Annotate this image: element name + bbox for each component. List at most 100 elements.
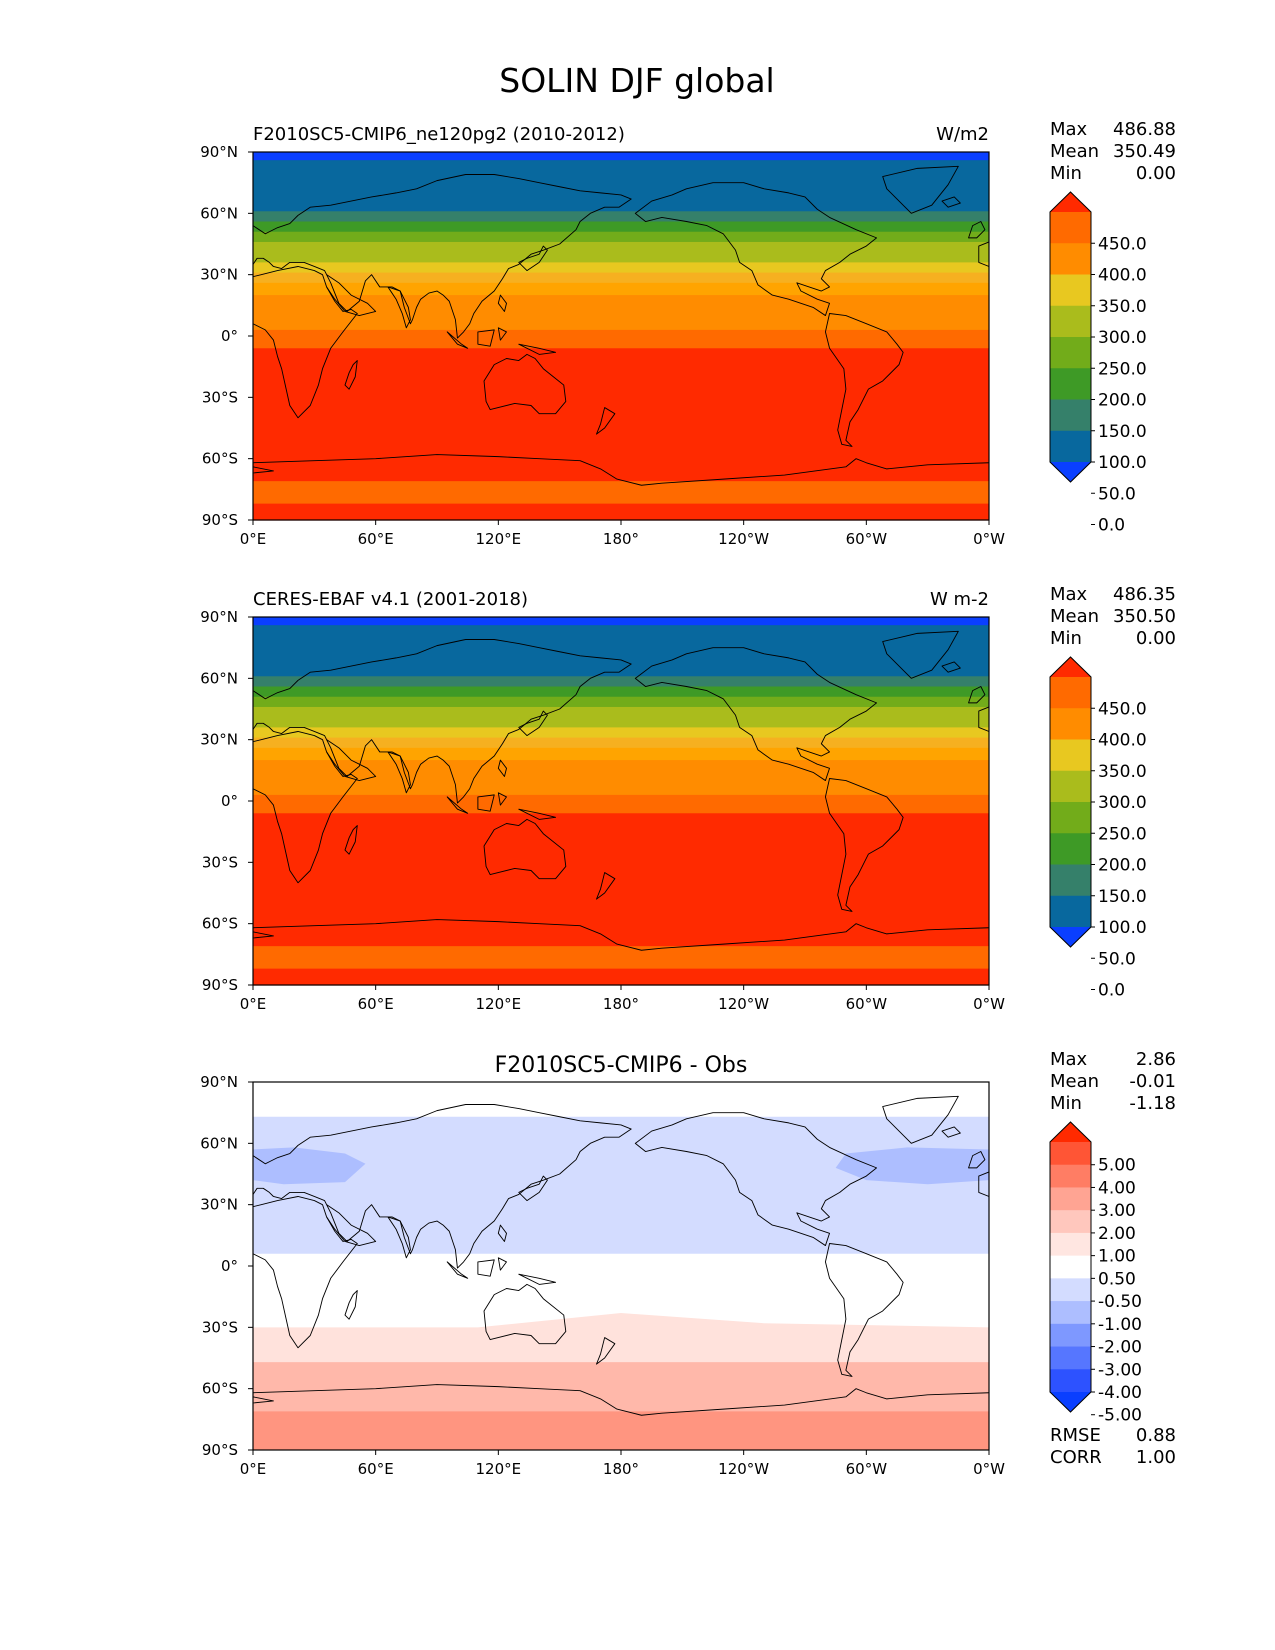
figure-title: SOLIN DJF global (499, 61, 774, 100)
lat-tick-label: 30°N (200, 731, 238, 749)
panel-center-title: F2010SC5-CMIP6 - Obs (495, 1053, 748, 1078)
lat-band (253, 696, 989, 708)
colorbar-extend-top (1050, 657, 1091, 677)
lat-tick-label: 90°N (200, 608, 238, 626)
stat-label-max: Max (1050, 584, 1088, 605)
panels: 0°E 60°E 120°E 180° 120°W 60°W 0°W 90°N 60°N 30°N… (200, 119, 1176, 1478)
panel-units: W/m2 (936, 124, 989, 145)
colorbar-label: 250.0 (1098, 359, 1147, 379)
colorbar-segment (1050, 1232, 1091, 1257)
lat-band (253, 419, 989, 443)
lat-band (253, 772, 989, 796)
colorbar: 450.0 400.0 350.0 300.0 250.0 200.0 150.0 100.0… (1049, 656, 1147, 1001)
lon-tick-label: 60°E (358, 995, 394, 1013)
lat-band (253, 442, 989, 482)
colorbar-extend-bottom (1050, 927, 1091, 947)
colorbar-extend-bottom (1050, 462, 1091, 482)
lat-tick-label: 30°S (202, 388, 238, 406)
lat-band (253, 221, 989, 233)
stat-label-min: Min (1050, 628, 1082, 649)
colorbar-label: 100.0 (1098, 453, 1147, 473)
colorbar-label: -5.00 (1098, 1406, 1142, 1426)
stat-label-corr: CORR (1050, 1447, 1102, 1468)
lat-band (253, 481, 989, 505)
colorbar-segment (1050, 1255, 1091, 1279)
colorbar-label: 150.0 (1098, 422, 1147, 442)
colorbar-segment (1050, 802, 1091, 834)
colorbar-extend-top (1050, 1122, 1091, 1142)
diff-patch-negative (835, 1147, 989, 1185)
lat-tick-label: 90°N (200, 143, 238, 161)
colorbar-segment (1050, 368, 1091, 400)
colorbar-label: -4.00 (1098, 1383, 1142, 1403)
panel-left-title: CERES-EBAF v4.1 (2001-2018) (253, 589, 528, 610)
colorbar-segment (1050, 895, 1091, 928)
colorbar: 450.0 400.0 350.0 300.0 250.0 200.0 150.0 100.0… (1049, 191, 1147, 536)
colorbar-segment (1050, 739, 1091, 772)
colorbar-label: 150.0 (1098, 887, 1147, 907)
lat-band (253, 625, 989, 649)
colorbar-segment (1050, 430, 1091, 463)
lon-tick-label: 0°W (973, 530, 1005, 548)
panel-units: W m-2 (930, 589, 989, 610)
colorbar-label: 200.0 (1098, 391, 1147, 411)
stat-value-mean: -0.01 (1129, 1071, 1176, 1092)
lon-tick-label: 0°E (240, 1460, 267, 1478)
lat-band (253, 329, 989, 349)
colorbar-label: 0.0 (1098, 981, 1125, 1001)
colorbar-segment (1050, 399, 1091, 432)
lat-tick-label: 90°S (202, 511, 238, 529)
stat-value-corr: 1.00 (1136, 1447, 1176, 1468)
lat-tick-label: 90°N (200, 1073, 238, 1091)
colorbar-label: -0.50 (1098, 1292, 1142, 1312)
lat-band (253, 182, 989, 212)
stat-label-min: Min (1050, 1093, 1082, 1114)
lat-band (253, 676, 989, 688)
stat-label-max: Max (1050, 119, 1088, 140)
lat-tick-label: 60°N (200, 1134, 238, 1152)
colorbar-segment (1050, 337, 1091, 369)
lat-tick-label: 0° (221, 1257, 238, 1275)
stat-value-max: 486.88 (1113, 119, 1176, 140)
lat-band (253, 282, 989, 296)
lat-band (253, 348, 989, 421)
lat-tick-label: 30°N (200, 1196, 238, 1214)
stat-value-mean: 350.50 (1113, 606, 1176, 627)
colorbar-label: 50.0 (1098, 484, 1136, 504)
stat-value-mean: 350.49 (1113, 141, 1176, 162)
colorbar-label: -3.00 (1098, 1360, 1142, 1380)
colorbar-label: 100.0 (1098, 918, 1147, 938)
lat-tick-label: 90°S (202, 1441, 238, 1459)
stat-label-max: Max (1050, 1049, 1088, 1070)
lat-tick-label: 60°N (200, 204, 238, 222)
lat-band (253, 717, 989, 728)
stat-label-min: Min (1050, 163, 1082, 184)
lon-tick-label: 120°W (718, 995, 769, 1013)
colorbar-segment (1050, 1164, 1091, 1188)
colorbar-label: 250.0 (1098, 824, 1147, 844)
colorbar-segment (1050, 1346, 1091, 1370)
lat-band (253, 907, 989, 947)
colorbar-label: 400.0 (1098, 731, 1147, 751)
lat-tick-label: 90°S (202, 976, 238, 994)
lat-band (253, 884, 989, 908)
lat-band (253, 737, 989, 749)
colorbar-label: -1.00 (1098, 1315, 1142, 1335)
colorbar-label: 200.0 (1098, 856, 1147, 876)
stat-value-max: 486.35 (1113, 584, 1176, 605)
colorbar-label: 1.00 (1098, 1247, 1136, 1267)
colorbar-label: 3.00 (1098, 1201, 1136, 1221)
lat-tick-label: 60°S (202, 1380, 238, 1398)
lat-tick-label: 0° (221, 327, 238, 345)
colorbar-segment (1050, 1323, 1091, 1348)
colorbar-label: 350.0 (1098, 297, 1147, 317)
stat-value-min: -1.18 (1129, 1093, 1176, 1114)
colorbar-label: -2.00 (1098, 1338, 1142, 1358)
colorbar-label: 450.0 (1098, 699, 1147, 719)
lon-tick-label: 120°E (476, 1460, 522, 1478)
lat-tick-label: 30°N (200, 266, 238, 284)
colorbar-segment (1050, 770, 1091, 803)
lon-tick-label: 120°E (476, 995, 522, 1013)
lat-tick-label: 30°S (202, 1318, 238, 1336)
lat-tick-label: 30°S (202, 853, 238, 871)
